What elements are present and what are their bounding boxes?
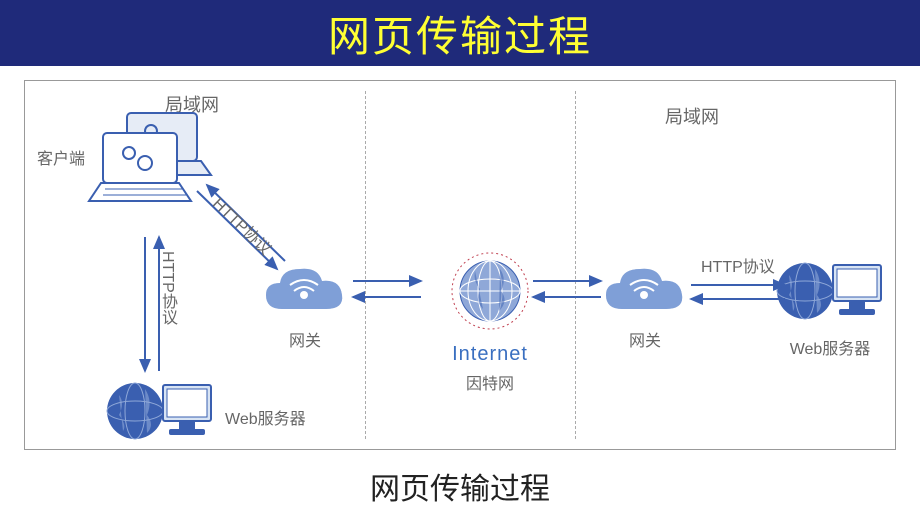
diagram-container: 局域网 局域网 客户端 [24,80,896,450]
server-icon [105,371,215,451]
server-right-label: Web服务器 [790,335,871,359]
divider-left [365,91,366,439]
arrow-gwr-server [685,275,795,311]
server-bottom-left-node [105,371,215,451]
client-label: 客户端 [37,145,85,169]
header-bar: 网页传输过程 [0,0,920,66]
http-label-right: HTTP协议 [701,253,775,277]
server-bl-label: Web服务器 [225,405,306,429]
internet-en-label: Internet [452,343,528,366]
gateway-left-label: 网关 [289,327,321,351]
arrow-internet-gwr [525,271,615,311]
internet-node: Internet 因特网 [445,251,535,394]
lan-right-label: 局域网 [665,103,719,129]
caption-text: 网页传输过程 [0,464,920,508]
arrow-gwl-internet [345,271,435,311]
gateway-right-label: 网关 [629,327,661,351]
http-label-vert: HTTP协议 [155,251,179,325]
internet-zh-label: 因特网 [466,370,514,394]
globe-icon [445,251,535,341]
header-title: 网页传输过程 [328,3,592,64]
divider-right [575,91,576,439]
